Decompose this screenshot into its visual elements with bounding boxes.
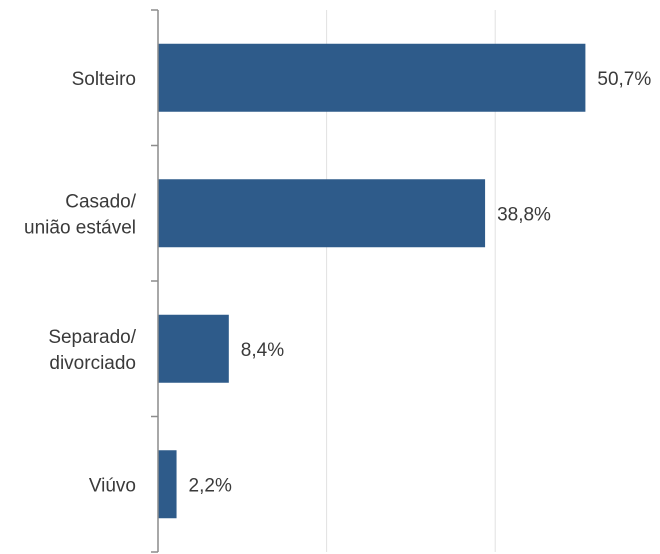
value-label-1: 38,8% bbox=[497, 204, 551, 225]
category-label-2-line-0: Separado/ bbox=[48, 327, 136, 348]
category-label-2-line-1: divorciado bbox=[49, 353, 136, 374]
value-label-0: 50,7% bbox=[597, 69, 651, 90]
category-label-1: Casado/união estável bbox=[24, 191, 137, 238]
bar-0 bbox=[158, 43, 586, 112]
category-label-1-line-1: união estável bbox=[24, 217, 136, 238]
bar-2 bbox=[158, 314, 229, 383]
labels: 50,7% Solteiro 38,8% Casado/união estável 8,… bbox=[24, 69, 651, 497]
category-label-2: Separado/divorciado bbox=[48, 327, 136, 374]
category-label-1-line-0: Casado/ bbox=[65, 191, 136, 212]
y-axis bbox=[151, 9, 159, 553]
value-label-2: 8,4% bbox=[241, 340, 284, 361]
category-label-0-line-0: Solteiro bbox=[72, 69, 136, 90]
category-label-3: Viúvo bbox=[89, 475, 136, 496]
bar-1 bbox=[158, 179, 486, 248]
bars bbox=[158, 43, 586, 519]
category-label-3-line-0: Viúvo bbox=[89, 475, 136, 496]
bar-3 bbox=[158, 450, 177, 519]
category-label-0: Solteiro bbox=[72, 69, 136, 90]
value-label-3: 2,2% bbox=[189, 475, 232, 496]
